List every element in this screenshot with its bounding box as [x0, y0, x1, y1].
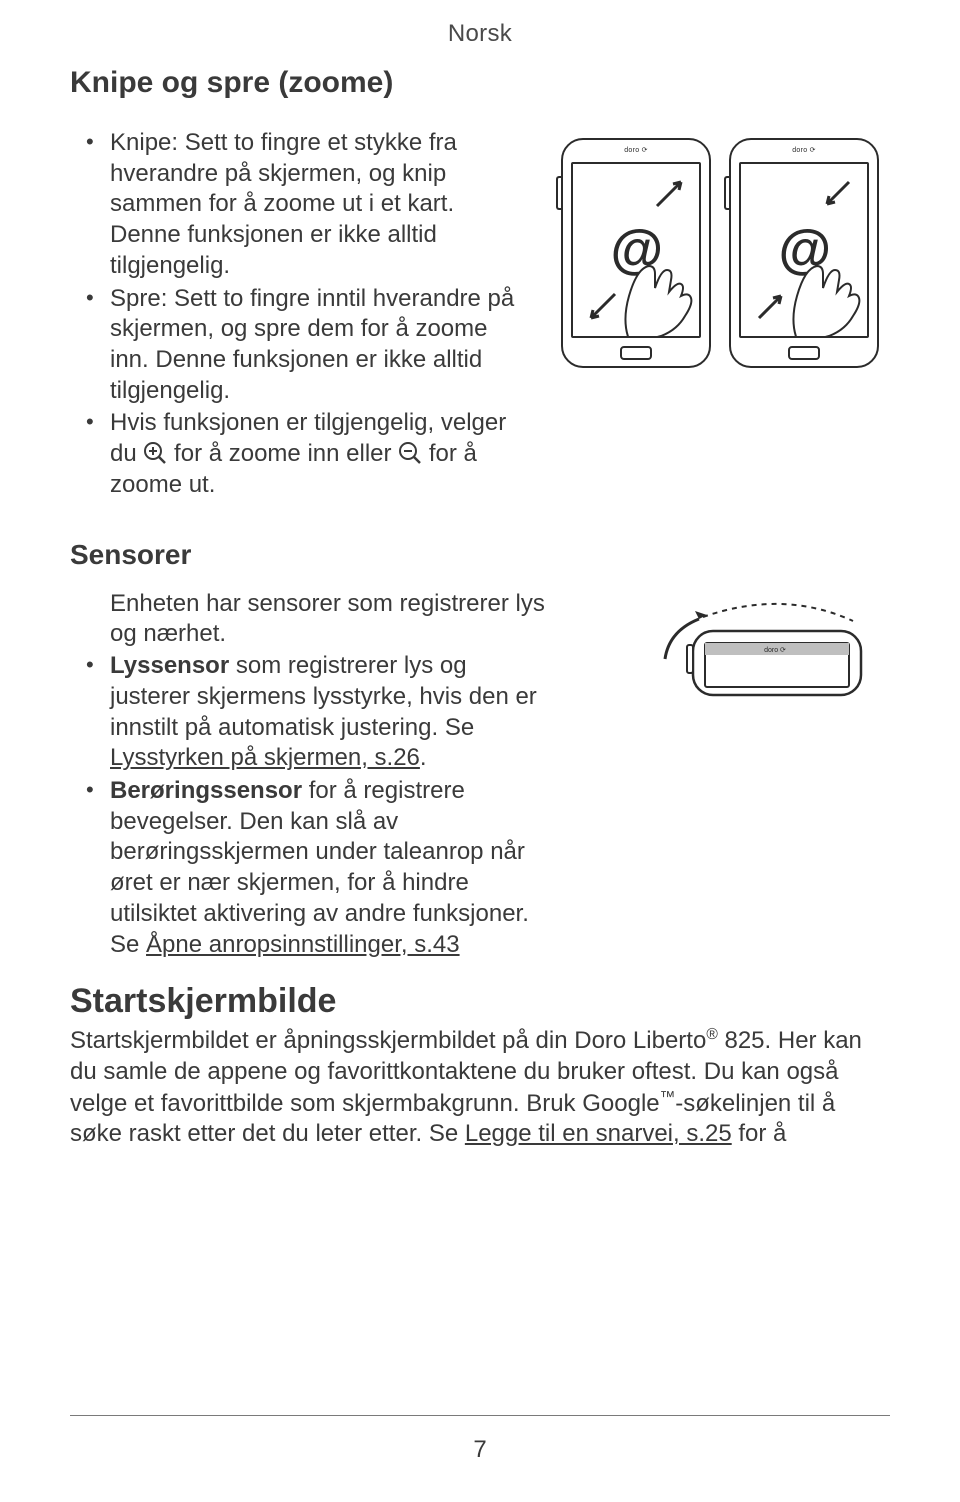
start-link[interactable]: Legge til en snarvei, s.25 — [465, 1120, 732, 1147]
bullet-lyssensor: Lyssensor som registrerer lys og justere… — [110, 651, 550, 774]
beroring-link[interactable]: Åpne anropsinnstillinger, s.43 — [146, 931, 460, 958]
lyssensor-end: . — [420, 744, 427, 771]
zoom-bullet-list: Knipe: Sett to fingre et stykke fra hver… — [70, 128, 520, 501]
lyssensor-label: Lyssensor — [110, 652, 229, 679]
sensors-text-column: Enheten har sensorer som registrerer lys… — [70, 589, 580, 963]
page: Norsk Knipe og spre (zoome) Knipe: Sett … — [0, 0, 960, 1502]
beroring-label: Berøringssensor — [110, 777, 302, 804]
phone-spread-icon: doro ⟳ @ — [729, 138, 879, 368]
zoom-out-icon — [398, 441, 422, 465]
section-title-startskjerm: Startskjermbilde — [70, 982, 890, 1021]
page-number: 7 — [70, 1436, 890, 1464]
startskjerm-paragraph: Startskjermbildet er åpningsskjermbildet… — [70, 1025, 890, 1150]
phone-pinch-icon: doro ⟳ @ — [561, 138, 711, 368]
zoom-row: Knipe: Sett to fingre et stykke fra hver… — [70, 128, 890, 503]
lyssensor-link[interactable]: Lysstyrken på skjermen, s.26 — [110, 744, 420, 771]
zoom-text-column: Knipe: Sett to fingre et stykke fra hver… — [70, 128, 520, 503]
section-title-zoom: Knipe og spre (zoome) — [70, 66, 890, 100]
footer-rule — [70, 1415, 890, 1416]
sensors-row: Enheten har sensorer som registrerer lys… — [70, 589, 890, 963]
sensor-illustration: doro ⟳ — [610, 589, 890, 963]
sensors-intro: Enheten har sensorer som registrerer lys… — [110, 589, 550, 649]
svg-text:doro ⟳: doro ⟳ — [764, 647, 786, 654]
zoom-illustration: doro ⟳ @ do — [550, 128, 890, 503]
page-footer: 7 — [70, 1415, 890, 1464]
start-text-1: Startskjermbildet er åpningsskjermbildet… — [70, 1027, 706, 1054]
zoom-text-mid: for å zoome inn eller — [174, 440, 398, 467]
trademark-mark: ™ — [660, 1089, 676, 1106]
sensor-phone-icon: doro ⟳ — [635, 599, 865, 699]
bullet-zoom-icons: Hvis funksjonen er tilgjengelig, velger … — [110, 408, 520, 500]
section-title-sensors: Sensorer — [70, 539, 890, 571]
language-label: Norsk — [70, 20, 890, 48]
start-text-4: for å — [732, 1120, 787, 1147]
zoom-in-icon — [143, 441, 167, 465]
bullet-knipe: Knipe: Sett to fingre et stykke fra hver… — [110, 128, 520, 282]
bullet-beroringssensor: Berøringssensor for å registrere bevegel… — [110, 776, 550, 960]
registered-mark: ® — [706, 1026, 718, 1043]
sensors-bullet-list: Lyssensor som registrerer lys og justere… — [70, 651, 580, 960]
bullet-spre: Spre: Sett to fingre inntil hverandre på… — [110, 284, 520, 407]
